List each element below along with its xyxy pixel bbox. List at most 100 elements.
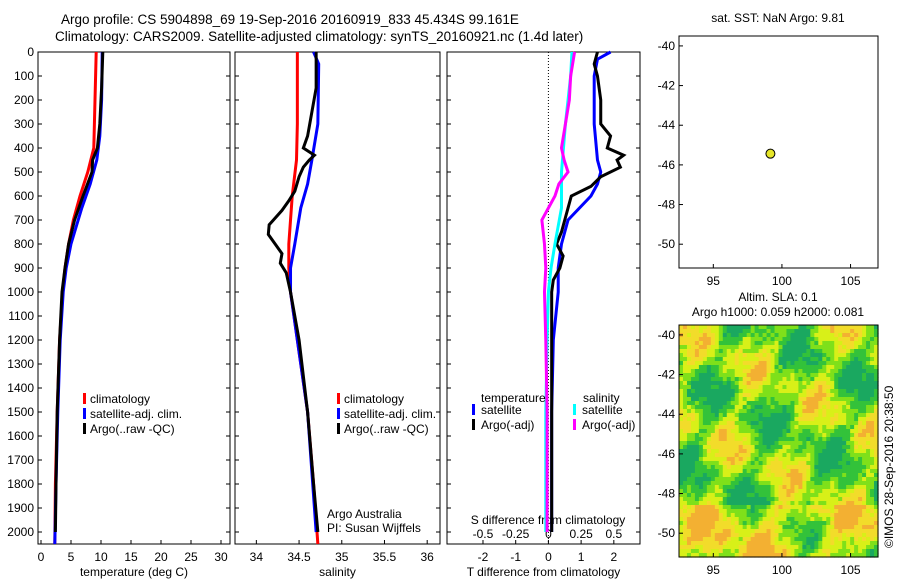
heatmap-cell [722,493,728,498]
heatmap-cell [718,533,724,538]
heatmap-cell [746,461,752,466]
heatmap-cell [710,533,716,538]
heatmap-cell [822,509,827,514]
heatmap-cell [842,397,847,402]
heatmap-cell [786,353,792,358]
heatmap-cell [746,325,752,330]
heatmap-cell [726,469,732,474]
heatmap-cell [686,413,692,418]
heatmap-cell [766,521,772,526]
x-tick-label: 100 [772,563,792,577]
heatmap-cell [686,429,692,434]
heatmap-cell [790,401,796,406]
heatmap-cell [822,505,827,510]
heatmap-cell [738,449,744,454]
heatmap-cell [782,341,788,346]
heatmap-cell [822,521,827,526]
heatmap-cell [842,521,847,526]
heatmap-cell [822,349,827,354]
heatmap-cell [866,413,871,418]
heatmap-cell [774,453,780,458]
heatmap-cell [842,393,847,398]
heatmap-cell [758,537,764,542]
heatmap-cell [758,421,764,426]
heatmap-cell [794,421,799,426]
heatmap-cell [794,469,799,474]
heatmap-cell [730,373,736,378]
heatmap-cell [682,521,688,526]
heatmap-cell [726,369,732,374]
heatmap-cell [778,501,784,506]
heatmap-cell [726,417,732,422]
heatmap-cell [874,401,879,406]
heatmap-cell [734,429,740,434]
heatmap-cell [754,385,760,390]
heatmap-cell [834,337,839,342]
heatmap-cell [842,373,847,378]
heatmap-cell [682,353,688,358]
heatmap-cell [802,489,807,494]
heatmap-cell [730,517,736,522]
heatmap-cell [870,505,875,510]
heatmap-cell [802,533,807,538]
heatmap-cell [774,353,780,358]
heatmap-cell [822,337,827,342]
heatmap-cell [814,521,819,526]
heatmap-cell [850,349,855,354]
heatmap-cell [802,549,807,554]
heatmap-cell [826,405,831,410]
heatmap-cell [710,477,716,482]
heatmap-cell [870,397,875,402]
heatmap-cell [690,501,696,506]
heatmap-cell [854,385,859,390]
heatmap-cell [682,461,688,466]
heatmap-cell [718,509,724,514]
heatmap-cell [774,433,780,438]
legend-label: Argo(..raw -QC) [90,422,175,436]
heatmap-cell [714,553,720,558]
heatmap-cell [826,409,831,414]
heatmap-cell [806,349,811,354]
heatmap-cell [682,413,688,418]
heatmap-cell [866,365,871,370]
heatmap-cell [766,425,772,430]
heatmap-cell [790,333,796,338]
heatmap-cell [810,345,815,350]
heatmap-cell [834,361,839,366]
heatmap-cell [702,445,708,450]
heatmap-cell [866,489,871,494]
heatmap-cell [874,357,879,362]
heatmap-cell [830,385,835,390]
heatmap-cell [722,529,728,534]
heatmap-cell [679,421,684,426]
heatmap-cell [846,337,851,342]
heatmap-cell [778,377,784,382]
heatmap-cell [850,365,855,370]
heatmap-cell [762,477,768,482]
heatmap-cell [846,373,851,378]
heatmap-cell [762,473,768,478]
heatmap-cell [790,505,796,510]
heatmap-cell [846,533,851,538]
heatmap-cell [706,449,712,454]
heatmap-cell [874,425,879,430]
heatmap-cell [810,333,815,338]
heatmap-cell [826,521,831,526]
heatmap-cell [842,405,847,410]
heatmap-cell [746,457,752,462]
heatmap-cell [802,325,807,330]
heatmap-cell [814,361,819,366]
heatmap-cell [862,409,867,414]
heatmap-cell [778,397,784,402]
heatmap-cell [726,365,732,370]
heatmap-cell [730,377,736,382]
heatmap-cell [698,473,704,478]
heatmap-cell [722,449,728,454]
heatmap-cell [686,553,692,558]
heatmap-cell [802,357,807,362]
x-tick-label: 34 [250,550,264,564]
heatmap-cell [798,509,803,514]
heatmap-cell [854,377,859,382]
heatmap-cell [738,509,744,514]
heatmap-cell [846,445,851,450]
